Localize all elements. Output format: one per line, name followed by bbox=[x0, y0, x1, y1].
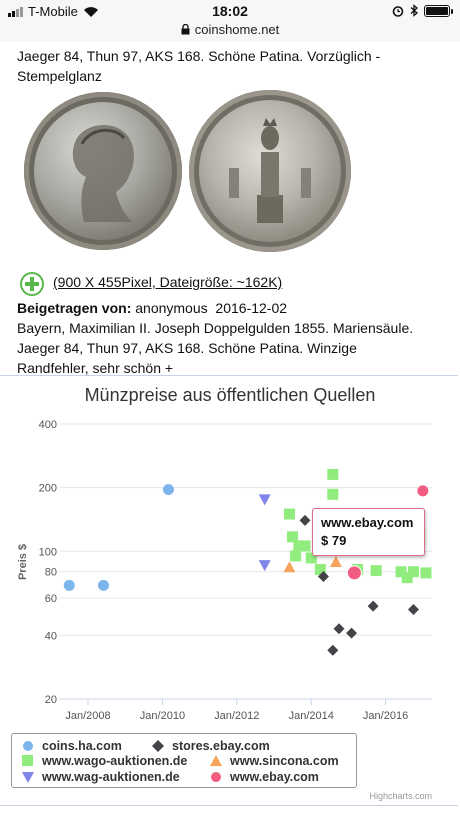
data-point-square bbox=[327, 468, 339, 480]
legend-label: www.wag-auktionen.de bbox=[42, 770, 180, 784]
legend-label: coins.ha.com bbox=[42, 739, 122, 753]
data-point-square bbox=[290, 550, 302, 562]
legend-item-coins-ha[interactable]: coins.ha.com bbox=[22, 739, 122, 753]
image-size-link[interactable]: (900 X 455Pixel, Dateigröße: ~162K) bbox=[53, 274, 283, 290]
data-point-diamond bbox=[317, 570, 329, 582]
y-tick-label: 400 bbox=[39, 419, 57, 431]
data-point-square bbox=[314, 563, 326, 575]
data-point-square bbox=[286, 531, 298, 543]
legend-label: www.sincona.com bbox=[230, 754, 339, 768]
bluetooth-icon bbox=[410, 4, 418, 17]
legend-item-ebay[interactable]: www.ebay.com bbox=[210, 770, 319, 784]
coin-obverse-image[interactable] bbox=[24, 92, 182, 250]
square-marker-icon bbox=[22, 755, 33, 766]
contributor-name: anonymous bbox=[135, 300, 208, 316]
contribution-date: 2016-12-02 bbox=[215, 300, 288, 316]
x-tick-label: Jan/2010 bbox=[140, 710, 185, 722]
status-right bbox=[392, 4, 453, 17]
x-tick-label: Jan/2016 bbox=[363, 710, 408, 722]
carrier-name: T-Mobile bbox=[28, 4, 78, 19]
signal-icon bbox=[8, 6, 23, 17]
alarm-icon bbox=[392, 5, 404, 17]
tooltip-source: www.ebay.com bbox=[321, 515, 414, 530]
description-line3: Randfehler, sehr schön + bbox=[17, 360, 174, 376]
data-point-square bbox=[407, 566, 419, 578]
data-point-diamond bbox=[333, 623, 345, 635]
data-point-circle bbox=[97, 579, 109, 591]
y-tick-label: 60 bbox=[45, 593, 57, 605]
circle-marker-icon bbox=[211, 772, 221, 782]
data-point-triangle bbox=[329, 555, 342, 567]
legend-label: www.wago-auktionen.de bbox=[42, 754, 188, 768]
madonna-column-icon bbox=[229, 118, 311, 223]
price-chart: Münzpreise aus öffentlichen Quellen Preis… bbox=[17, 385, 432, 722]
data-point-square bbox=[370, 565, 382, 577]
y-tick-label: 200 bbox=[39, 483, 57, 495]
legend-item-wag[interactable]: www.wag-auktionen.de bbox=[22, 770, 180, 784]
y-tick-label: 80 bbox=[45, 567, 57, 579]
legend-item-sincona[interactable]: www.sincona.com bbox=[210, 754, 339, 768]
data-point-square bbox=[395, 566, 407, 578]
data-point-diamond bbox=[299, 514, 311, 526]
description-line1: Bayern, Maximilian II. Joseph Doppelguld… bbox=[17, 320, 414, 336]
status-left: T-Mobile bbox=[8, 4, 99, 19]
zoom-plus-icon[interactable] bbox=[20, 272, 44, 296]
card-divider-bottom bbox=[0, 805, 458, 806]
data-point-triangle bbox=[283, 561, 296, 573]
data-point-square bbox=[293, 540, 305, 552]
data-point-square bbox=[420, 567, 432, 579]
circle-marker-icon bbox=[23, 741, 33, 751]
data-point-triangle-down bbox=[258, 560, 271, 572]
chart-tooltip: www.ebay.com $ 79 bbox=[312, 508, 425, 556]
chart-credits[interactable]: Highcharts.com bbox=[369, 791, 432, 801]
data-point-circle bbox=[162, 483, 174, 495]
data-point-circle bbox=[417, 485, 429, 497]
contributor-label: Beigetragen von: bbox=[17, 300, 132, 316]
coin-reverse-image[interactable] bbox=[189, 90, 351, 252]
card-text-line1: Jaeger 84, Thun 97, AKS 168. Schöne Pati… bbox=[17, 48, 381, 64]
data-point-circle bbox=[63, 579, 75, 591]
triangle-down-marker-icon bbox=[22, 772, 34, 783]
url-bar[interactable]: coinshome.net bbox=[0, 22, 460, 42]
y-tick-label: 20 bbox=[45, 694, 57, 706]
data-point-square bbox=[283, 508, 295, 520]
x-tick-label: Jan/2008 bbox=[65, 710, 110, 722]
clock: 18:02 bbox=[212, 3, 248, 19]
y-axis-label: Preis $ bbox=[17, 544, 29, 580]
legend-item-stores-ebay[interactable]: stores.ebay.com bbox=[152, 739, 270, 753]
data-point-square bbox=[401, 572, 413, 584]
legend-label: stores.ebay.com bbox=[172, 739, 270, 753]
x-tick-label: Jan/2012 bbox=[214, 710, 259, 722]
y-tick-label: 100 bbox=[39, 546, 57, 558]
wifi-icon bbox=[83, 6, 98, 17]
chart-title: Münzpreise aus öffentlichen Quellen bbox=[85, 385, 376, 405]
data-point-diamond bbox=[346, 627, 358, 639]
data-point-circle bbox=[346, 565, 362, 581]
data-point-diamond bbox=[327, 644, 339, 656]
contributor-line: Beigetragen von: anonymous 2016-12-02 bbox=[17, 298, 447, 318]
x-tick-label: Jan/2014 bbox=[289, 710, 334, 722]
legend-label: www.ebay.com bbox=[230, 770, 319, 784]
y-tick-label: 40 bbox=[45, 630, 57, 642]
data-point-diamond bbox=[367, 600, 379, 612]
chart-legend: coins.ha.com stores.ebay.com www.wago-au… bbox=[11, 733, 357, 788]
tooltip-price: $ 79 bbox=[321, 533, 347, 548]
status-bar: T-Mobile 18:02 bbox=[0, 0, 460, 22]
card-divider bbox=[0, 375, 458, 376]
url-domain: coinshome.net bbox=[194, 22, 280, 37]
data-point-square bbox=[299, 540, 311, 552]
legend-item-wago[interactable]: www.wago-auktionen.de bbox=[22, 754, 187, 768]
lock-icon bbox=[181, 24, 190, 35]
portrait-icon bbox=[72, 125, 134, 222]
card-text-line2: Stempelglanz bbox=[17, 68, 102, 84]
data-point-diamond bbox=[407, 604, 419, 616]
data-point-square bbox=[327, 488, 339, 500]
battery-icon bbox=[424, 4, 453, 17]
description-line2: Jaeger 84, Thun 97, AKS 168. Schöne Pati… bbox=[17, 340, 357, 356]
data-point-square bbox=[305, 552, 317, 564]
triangle-marker-icon bbox=[210, 755, 222, 766]
diamond-marker-icon bbox=[152, 740, 164, 752]
data-point-triangle-down bbox=[258, 494, 271, 506]
